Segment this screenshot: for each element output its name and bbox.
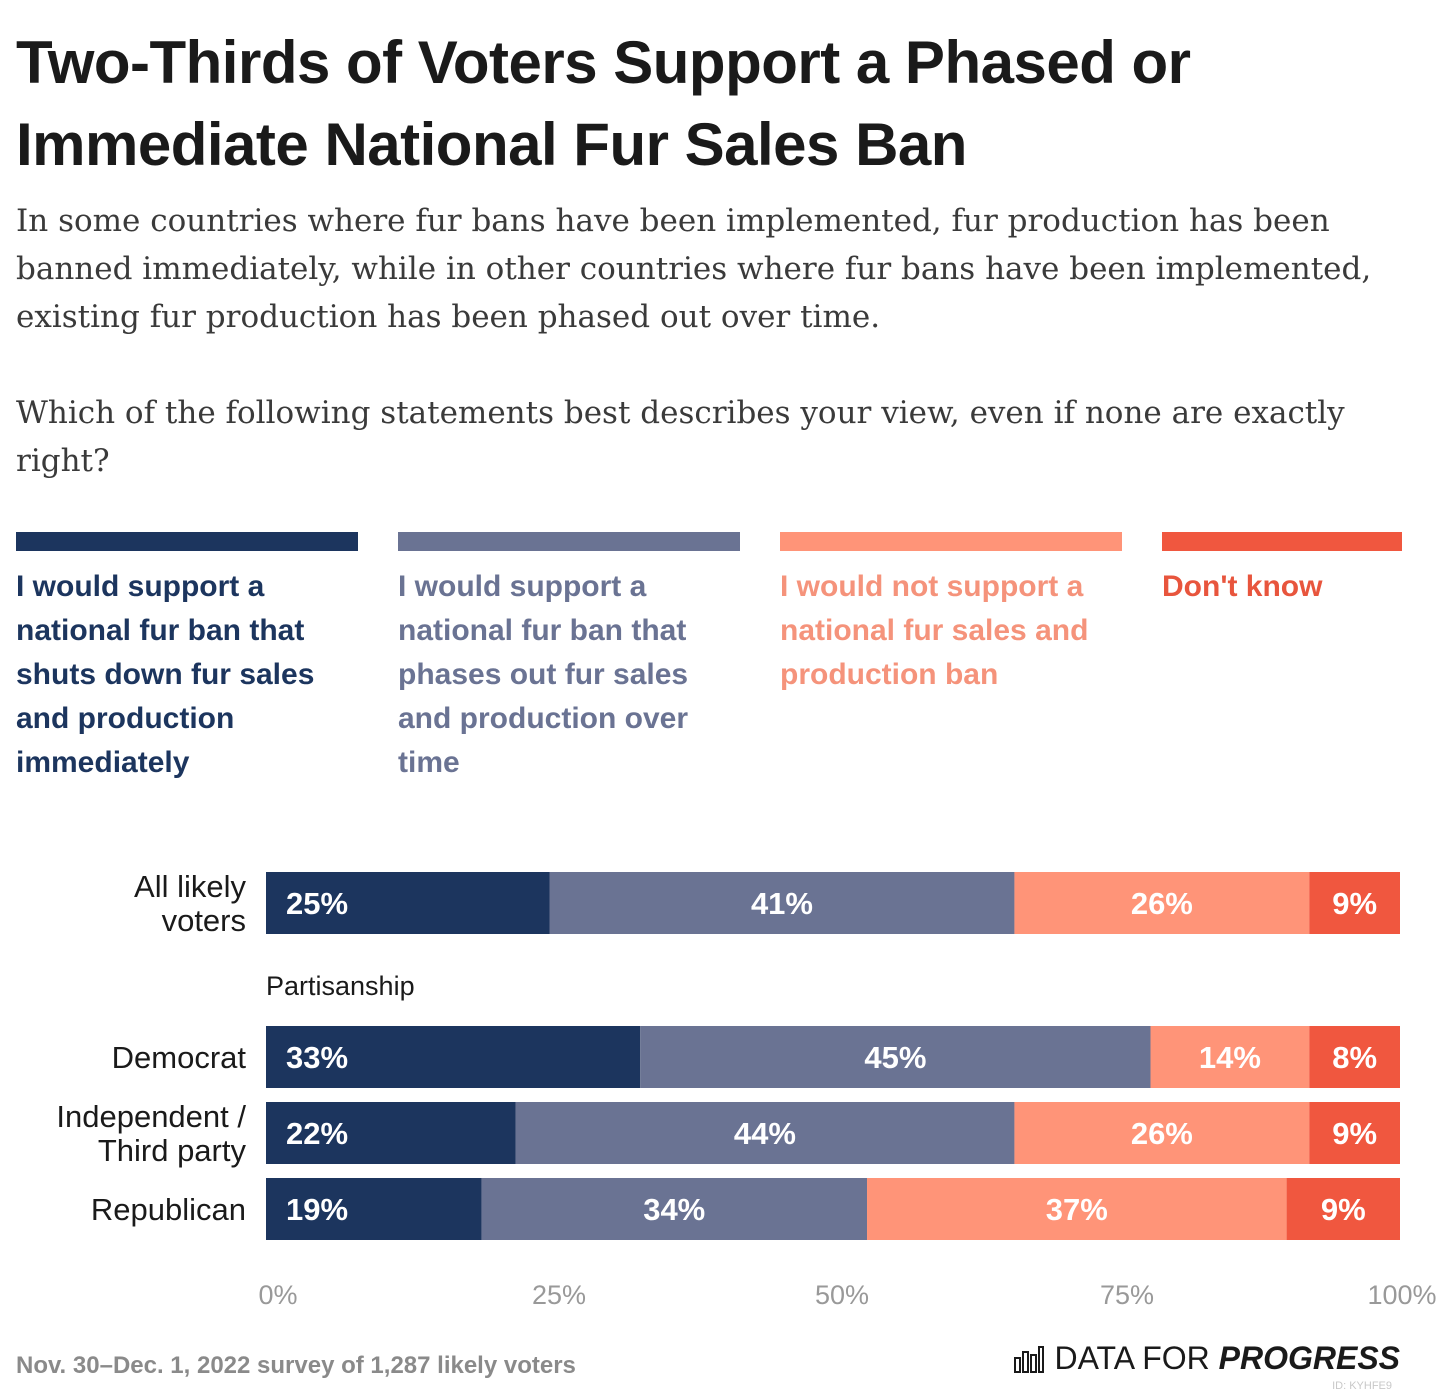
chart-title: Two-Thirds of Voters Support a Phased or…	[16, 29, 1191, 178]
bar-value-label-2-4: 8%	[1332, 1040, 1377, 1075]
bar-segment-2-2	[640, 1026, 1151, 1088]
bar-segment-2-3	[1150, 1026, 1310, 1088]
bar-value-label-2-3: 14%	[1199, 1040, 1261, 1075]
bar-segment-1-4	[1309, 872, 1400, 934]
chart-legend: I would support a national fur ban that …	[16, 532, 1402, 792]
x-tick-label-2: 25%	[532, 1280, 586, 1310]
bar-value-label-1-1: 25%	[286, 886, 348, 921]
bar-segment-4-2	[481, 1178, 868, 1240]
row-label-3: Independent / Third party	[56, 1099, 246, 1168]
bar-value-label-4-2: 34%	[643, 1192, 705, 1227]
bar-segment-3-1	[266, 1102, 516, 1164]
row-label-4: Republican	[91, 1192, 246, 1227]
bar-value-label-2-2: 45%	[864, 1040, 926, 1075]
stacked-bar-chart: All likely voters 25% 41% 26% 9% Democrat 33% 45…	[56, 869, 1436, 1310]
x-tick-label-3: 50%	[815, 1280, 869, 1310]
bar-value-label-3-1: 22%	[286, 1116, 348, 1151]
bar-segment-4-1	[266, 1178, 482, 1240]
bar-segment-3-4	[1309, 1102, 1400, 1164]
bar-segment-2-1	[266, 1026, 641, 1088]
data-for-progress-logo: DATA FOR PROGRESS	[1014, 1340, 1400, 1377]
bar-value-label-1-4: 9%	[1332, 886, 1377, 921]
x-tick-label-5: 100%	[1367, 1280, 1436, 1310]
legend-label-2: I would support a national fur ban that …	[398, 570, 689, 779]
bar-value-label-4-1: 19%	[286, 1192, 348, 1227]
chart-id: ID: KYHFE9	[1332, 1380, 1392, 1392]
bar-chart-icon	[1014, 1345, 1045, 1373]
legend-swatch-2	[398, 532, 740, 551]
x-tick-label-4: 75%	[1100, 1280, 1154, 1310]
bar-segment-3-2	[515, 1102, 1015, 1164]
bar-value-label-3-3: 26%	[1131, 1116, 1193, 1151]
bar-value-label-1-3: 26%	[1131, 886, 1193, 921]
bar-value-label-2-1: 33%	[286, 1040, 348, 1075]
bar-segment-1-3	[1014, 872, 1310, 934]
x-tick-label-1: 0%	[258, 1280, 297, 1310]
legend-item-2: I would support a national fur ban that …	[398, 532, 740, 785]
bar-value-label-3-2: 44%	[734, 1116, 796, 1151]
legend-label-4: Don't know	[1162, 570, 1323, 603]
group-label-partisanship: Partisanship	[266, 971, 415, 1001]
legend-item-4: Don't know	[1162, 532, 1402, 609]
bar-value-label-3-4: 9%	[1332, 1116, 1377, 1151]
legend-swatch-4	[1162, 532, 1402, 551]
bar-segment-4-4	[1286, 1178, 1400, 1240]
legend-label-3: I would not support a national fur sales…	[780, 570, 1089, 691]
legend-item-3: I would not support a national fur sales…	[780, 532, 1122, 697]
row-label-2: Democrat	[112, 1040, 247, 1075]
subtitle-question: Which of the following statements best d…	[16, 395, 1345, 479]
survey-footnote: Nov. 30–Dec. 1, 2022 survey of 1,287 lik…	[16, 1352, 576, 1379]
bar-segment-4-3	[867, 1178, 1287, 1240]
bar-value-label-1-2: 41%	[751, 886, 813, 921]
brand-strong: PROGRESS	[1218, 1340, 1400, 1376]
chart-subtitle: In some countries where fur bans have be…	[16, 197, 1416, 485]
legend-swatch-3	[780, 532, 1122, 551]
bar-segment-1-1	[266, 872, 550, 934]
bar-segment-3-3	[1014, 1102, 1310, 1164]
subtitle-context: In some countries where fur bans have be…	[16, 203, 1372, 335]
bar-value-label-4-3: 37%	[1046, 1192, 1108, 1227]
bar-segment-1-2	[549, 872, 1015, 934]
bar-segment-2-4	[1309, 1026, 1400, 1088]
row-label-1: All likely voters	[134, 869, 246, 938]
legend-item-1: I would support a national fur ban that …	[16, 532, 358, 785]
bar-value-label-4-4: 9%	[1321, 1192, 1366, 1227]
legend-swatch-1	[16, 532, 358, 551]
legend-label-1: I would support a national fur ban that …	[16, 570, 315, 779]
brand-text: DATA FOR	[1054, 1340, 1219, 1376]
